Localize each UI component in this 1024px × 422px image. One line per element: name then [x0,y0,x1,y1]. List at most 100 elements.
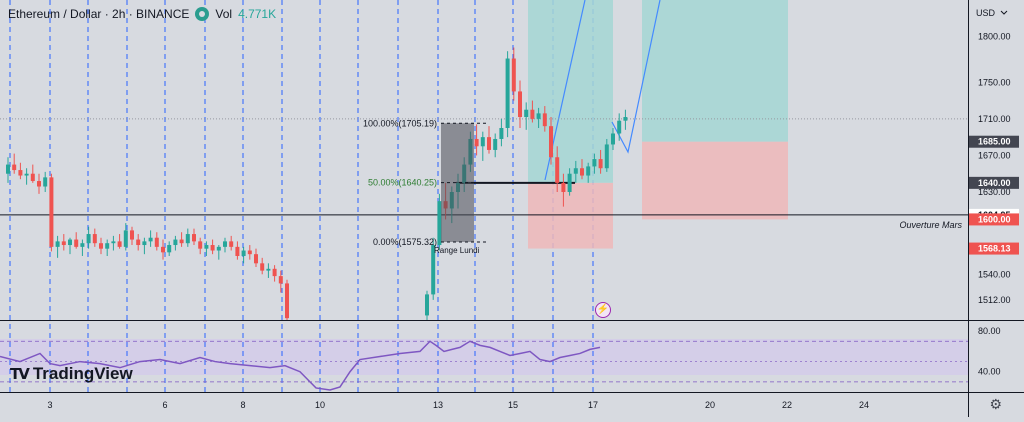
fib-level-label: 0.00%(1575.32) [373,237,437,247]
candle [586,166,591,176]
time-tick: 10 [315,400,325,410]
fib-level-label: 50.00%(1640.25) [368,178,437,188]
candle [130,230,134,240]
candle [49,177,54,247]
candle [241,250,246,256]
price-tick: 1512.00 [978,295,1011,305]
tradingview-logo: 𝗧𝗩 TradingView [10,364,133,384]
candles [6,47,628,320]
candle [173,239,178,246]
candle [80,243,85,247]
candle [161,246,165,253]
candle [61,241,66,246]
candle [474,138,479,147]
candle [74,239,79,247]
candle [530,109,535,119]
candle [567,173,572,192]
candle [573,168,578,174]
candle [499,128,504,139]
time-tick: 22 [782,400,792,410]
volume-value: 4.771K [238,7,277,21]
rsi-tick: 40.00 [978,367,1001,377]
candle [99,243,103,249]
candle [285,283,289,319]
fibonacci: 100.00%(1705.19) 50.00%(1640.25) 0.00%(157… [363,118,487,255]
candle [536,113,541,119]
candle [55,241,60,247]
fib-level-label: 100.00%(1705.19) [363,118,437,128]
candle [216,246,221,251]
candle [204,245,209,249]
candle [272,268,277,277]
candle [254,254,258,264]
candle [43,177,48,187]
candle [518,91,522,118]
candle [30,173,35,182]
candle [549,126,553,158]
time-tick: 20 [705,400,715,410]
candle [179,239,184,244]
candle [592,159,597,167]
price-tick: 1630.00 [978,187,1011,197]
candle [260,263,265,271]
candle [511,58,516,92]
stop-zone [642,141,788,220]
candle [12,164,17,171]
candle [247,250,252,255]
candle [487,137,491,150]
candle [425,294,429,316]
candle [598,159,603,169]
currency-label: USD [976,8,996,18]
candle [524,109,529,118]
rsi-line [0,340,601,391]
candle [68,239,72,246]
target-zone [642,0,788,142]
candle [92,234,97,244]
gear-icon[interactable]: ⚙ [989,396,1002,412]
candle [480,137,485,147]
price-label-box [969,213,1019,226]
price-tick: 1710.00 [978,114,1011,124]
candle [623,117,628,121]
candle [192,234,196,242]
stop-zone [528,182,613,249]
price-label-box [969,242,1019,255]
candle [123,230,128,247]
position-zones [528,0,788,249]
time-tick: 24 [859,400,869,410]
candle [542,113,547,127]
horizontal-lines: Ouverture Mars [0,118,968,230]
symbol-title[interactable]: Ethereum / Dollar · 2h · BINANCE [8,7,190,21]
candle [561,182,566,192]
price-label: 1600.00 [978,214,1011,224]
price-label-box [969,176,1019,189]
candle [210,245,215,251]
logo-text: TradingView [32,364,133,383]
candle [142,241,147,246]
time-tick: 8 [240,400,245,410]
candle [167,245,172,253]
lightning-icon[interactable]: ⚡ [595,302,611,318]
candle [37,181,41,187]
price-label: 1640.00 [978,178,1011,188]
candle [493,138,498,150]
candle [86,234,91,244]
tradingview-logo-icon: 𝗧𝗩 [10,366,30,383]
chevron-down-icon [1000,10,1008,15]
candle [24,173,29,176]
candle [505,58,510,129]
candle [136,239,141,246]
candle [185,234,190,244]
price-tick: 1670.00 [978,150,1011,160]
price-tick: 1540.00 [978,269,1011,279]
eye-icon[interactable] [195,7,210,21]
price-tick: 1800.00 [978,32,1011,42]
candle [266,268,271,271]
candle [431,245,436,295]
candle [117,241,122,247]
rsi-tick: 80.00 [978,326,1001,336]
time-tick: 13 [433,400,443,410]
